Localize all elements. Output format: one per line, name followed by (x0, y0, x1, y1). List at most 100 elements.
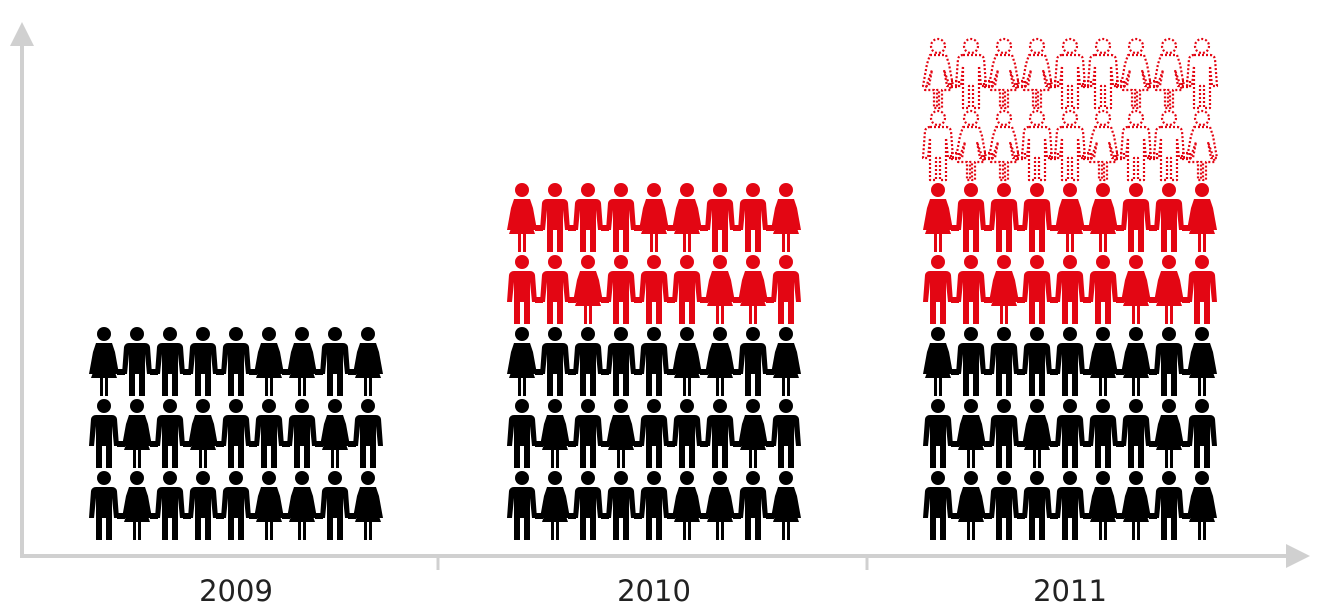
man-icon (705, 183, 741, 252)
woman-icon (1088, 471, 1124, 540)
x-tick-label-2009: 2009 (199, 574, 273, 608)
icon-row-2010-4 (507, 255, 801, 324)
man-icon (1152, 109, 1192, 182)
man-icon (1022, 471, 1058, 540)
man-icon (1154, 327, 1190, 396)
icon-row-2010-5 (507, 183, 801, 252)
man-icon (254, 399, 290, 468)
woman-icon (1055, 183, 1091, 252)
woman-icon (507, 327, 543, 396)
man-icon (573, 399, 609, 468)
woman-icon (122, 471, 158, 540)
man-icon (705, 399, 741, 468)
icon-row-2010-2 (507, 399, 801, 468)
woman-icon (1154, 399, 1190, 468)
man-icon (540, 327, 576, 396)
woman-icon (771, 471, 801, 540)
man-icon (956, 183, 992, 252)
man-icon (1154, 183, 1190, 252)
man-icon (1022, 183, 1058, 252)
woman-icon (1154, 255, 1190, 324)
icon-row-2011-4 (923, 255, 1217, 324)
woman-icon (954, 109, 994, 182)
woman-icon (672, 471, 708, 540)
man-icon (188, 327, 224, 396)
icon-row-2009-1 (89, 471, 383, 540)
woman-icon (540, 399, 576, 468)
icon-row-2011-2 (923, 399, 1217, 468)
woman-icon (705, 327, 741, 396)
man-icon (606, 471, 642, 540)
woman-icon (987, 37, 1027, 110)
icon-row-2011-3 (923, 327, 1217, 396)
woman-icon (705, 255, 741, 324)
woman-icon (1022, 399, 1058, 468)
woman-icon (122, 399, 158, 468)
man-icon (122, 327, 158, 396)
man-icon (606, 183, 642, 252)
woman-icon (738, 399, 774, 468)
woman-icon (987, 109, 1027, 182)
man-icon (573, 327, 609, 396)
man-icon (1055, 255, 1091, 324)
man-icon (989, 399, 1025, 468)
woman-icon (1020, 37, 1060, 110)
man-icon (1187, 255, 1217, 324)
man-icon (639, 399, 675, 468)
man-icon (1022, 255, 1058, 324)
man-icon (1088, 255, 1124, 324)
woman-icon (639, 183, 675, 252)
man-icon (1121, 183, 1157, 252)
man-icon (989, 471, 1025, 540)
woman-icon (771, 327, 801, 396)
woman-icon (1187, 471, 1217, 540)
man-icon (89, 471, 125, 540)
man-icon (606, 255, 642, 324)
woman-icon (1152, 37, 1192, 110)
man-icon (989, 327, 1025, 396)
woman-icon (1187, 183, 1217, 252)
woman-icon (540, 471, 576, 540)
x-tick-label-2010: 2010 (617, 574, 691, 608)
man-icon (320, 471, 356, 540)
man-icon (1119, 109, 1159, 182)
woman-icon (1086, 109, 1126, 182)
man-icon (1121, 399, 1157, 468)
woman-icon (1121, 471, 1157, 540)
woman-icon (923, 327, 959, 396)
man-icon (188, 471, 224, 540)
woman-icon (1088, 183, 1124, 252)
man-icon (1185, 37, 1219, 110)
man-icon (1053, 37, 1093, 110)
man-icon (89, 399, 125, 468)
man-icon (1187, 399, 1217, 468)
man-icon (155, 327, 191, 396)
man-icon (771, 399, 801, 468)
man-icon (1053, 109, 1093, 182)
man-icon (1055, 399, 1091, 468)
man-icon (287, 399, 323, 468)
icon-row-2011-7 (921, 37, 1219, 110)
woman-icon (1187, 327, 1217, 396)
woman-icon (672, 183, 708, 252)
man-icon (1055, 327, 1091, 396)
woman-icon (705, 471, 741, 540)
man-icon (573, 183, 609, 252)
man-icon (639, 471, 675, 540)
man-icon (923, 471, 959, 540)
man-icon (672, 255, 708, 324)
man-icon (507, 399, 543, 468)
man-icon (738, 183, 774, 252)
man-icon (540, 183, 576, 252)
man-icon (573, 471, 609, 540)
woman-icon (254, 471, 290, 540)
woman-icon (89, 327, 125, 396)
woman-icon (287, 327, 323, 396)
man-icon (956, 255, 992, 324)
woman-icon (573, 255, 609, 324)
woman-icon (254, 327, 290, 396)
icon-row-2010-3 (507, 327, 801, 396)
man-icon (1088, 399, 1124, 468)
woman-icon (353, 471, 383, 540)
